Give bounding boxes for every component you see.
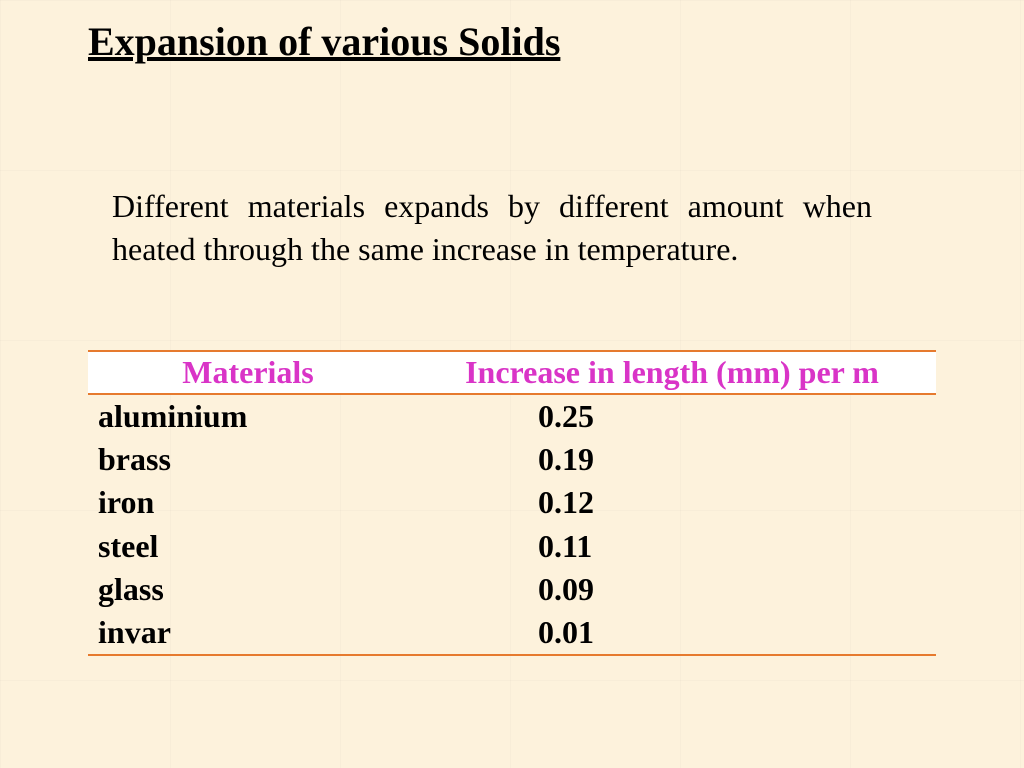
cell-value: 0.01	[408, 611, 936, 654]
expansion-table: Materials Increase in length (mm) per m …	[88, 350, 936, 656]
page-title: Expansion of various Solids	[88, 18, 560, 65]
cell-material: glass	[88, 568, 408, 611]
cell-value: 0.12	[408, 481, 936, 524]
cell-material: invar	[88, 611, 408, 654]
table-row: brass 0.19	[88, 438, 936, 481]
cell-material: aluminium	[88, 395, 408, 438]
table-row: aluminium 0.25	[88, 395, 936, 438]
cell-material: iron	[88, 481, 408, 524]
table-row: glass 0.09	[88, 568, 936, 611]
cell-material: brass	[88, 438, 408, 481]
cell-value: 0.19	[408, 438, 936, 481]
table-body: aluminium 0.25 brass 0.19 iron 0.12 stee…	[88, 395, 936, 654]
cell-value: 0.25	[408, 395, 936, 438]
table-bottom-rule	[88, 654, 936, 656]
table-row: iron 0.12	[88, 481, 936, 524]
table-header-row: Materials Increase in length (mm) per m	[88, 352, 936, 393]
table-row: invar 0.01	[88, 611, 936, 654]
cell-material: steel	[88, 525, 408, 568]
cell-value: 0.09	[408, 568, 936, 611]
table-header-increase: Increase in length (mm) per m	[408, 354, 936, 391]
table-header-materials: Materials	[88, 354, 408, 391]
table-row: steel 0.11	[88, 525, 936, 568]
cell-value: 0.11	[408, 525, 936, 568]
intro-paragraph: Different materials expands by different…	[112, 185, 872, 271]
